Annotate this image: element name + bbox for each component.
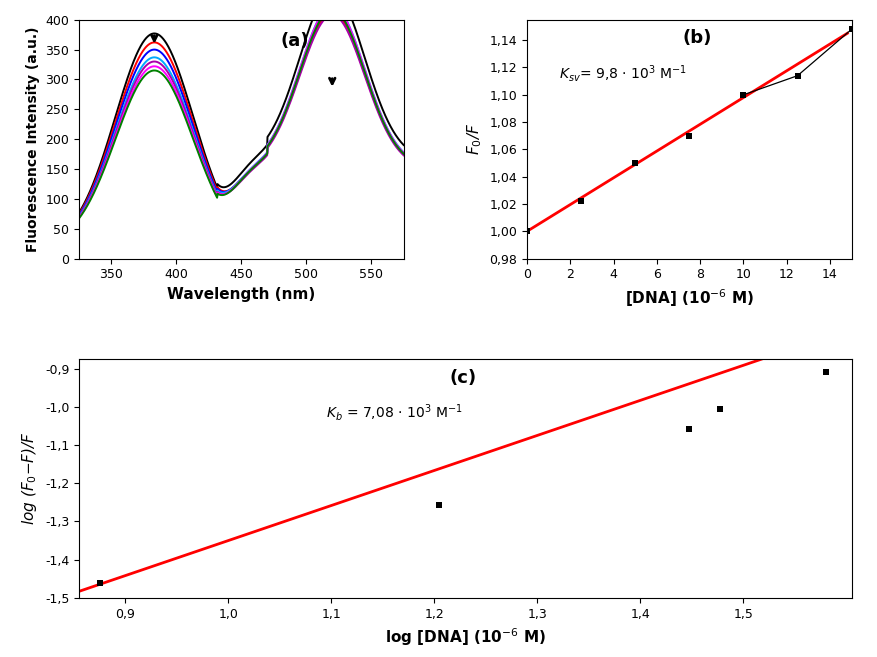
Text: (c): (c) xyxy=(449,369,476,386)
Point xyxy=(574,196,588,206)
Point xyxy=(736,89,750,100)
Y-axis label: log ($F_0$$-$$F$)/$F$: log ($F_0$$-$$F$)/$F$ xyxy=(20,432,39,525)
X-axis label: [DNA] (10$^{-6}$ M): [DNA] (10$^{-6}$ M) xyxy=(624,287,753,309)
X-axis label: Wavelength (nm): Wavelength (nm) xyxy=(167,287,315,302)
Text: $K_{sv}$= 9,8 $\cdot$ 10$^3$ M$^{-1}$: $K_{sv}$= 9,8 $\cdot$ 10$^3$ M$^{-1}$ xyxy=(559,62,687,83)
Point xyxy=(92,578,106,589)
Point xyxy=(519,226,533,237)
Y-axis label: Fluorescence Intensity (a.u.): Fluorescence Intensity (a.u.) xyxy=(25,26,39,252)
Point xyxy=(628,158,642,168)
Text: $K_b$ = 7,08 $\cdot$ 10$^3$ M$^{-1}$: $K_b$ = 7,08 $\cdot$ 10$^3$ M$^{-1}$ xyxy=(326,402,462,423)
Point xyxy=(431,500,445,510)
Y-axis label: $F_0$/$F$: $F_0$/$F$ xyxy=(465,123,483,155)
Point xyxy=(681,423,695,434)
Point xyxy=(681,131,695,141)
Text: (a): (a) xyxy=(280,32,309,50)
X-axis label: log [DNA] (10$^{-6}$ M): log [DNA] (10$^{-6}$ M) xyxy=(384,626,545,648)
Point xyxy=(818,367,832,377)
Point xyxy=(844,24,858,35)
Text: (b): (b) xyxy=(682,30,711,47)
Point xyxy=(712,403,726,414)
Point xyxy=(789,70,803,81)
